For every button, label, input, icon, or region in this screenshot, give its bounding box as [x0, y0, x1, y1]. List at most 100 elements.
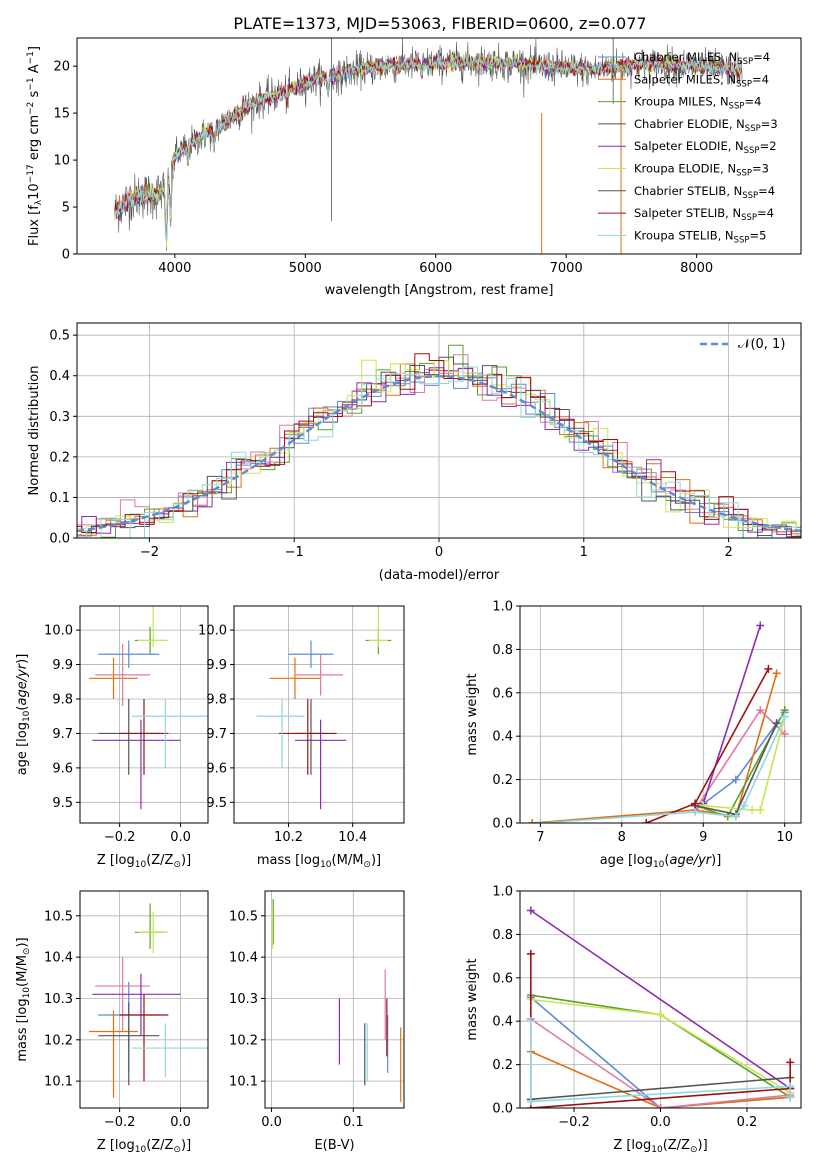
- tick-labels: 0.0 0.1 10.1 10.2 10.3 10.4 10.5: [229, 909, 364, 1130]
- x-axis-label: E(B-V): [314, 1138, 354, 1153]
- y-tick-label: 10.0: [198, 624, 227, 639]
- legend-label: Kroupa ELODIE, NSSP=3: [634, 162, 769, 179]
- weight-marker: [528, 819, 537, 823]
- weight-line: [529, 1021, 792, 1103]
- y-tick-label: 10.4: [44, 951, 73, 966]
- x-tick-label: −2: [140, 545, 159, 560]
- tick-labels: −0.2 0.0 10.1 10.2 10.3 10.4 10.5: [44, 909, 191, 1130]
- y-tick-label: 0.4: [492, 730, 513, 745]
- tick-labels: 4000 5000 6000 7000 8000 0 5 10 15 20: [53, 60, 713, 276]
- x-tick-label: 7: [536, 830, 544, 845]
- y-axis-label: mass weight: [465, 673, 480, 755]
- z-weight-panel: −0.2 0.0 0.2 0.0 0.2 0.4 0.6 0.8 1.0 Z [log10(Z/Z…: [465, 885, 802, 1155]
- axes-frame: [76, 37, 802, 255]
- y-tick-label: 10.3: [44, 992, 73, 1007]
- y-tick-label: 0.8: [492, 643, 513, 658]
- tick-labels: −0.2 0.0 0.2 0.0 0.2 0.4 0.6 0.8 1.0: [492, 885, 757, 1131]
- axes-frame: [79, 605, 209, 824]
- legend-label: Salpeter ELODIE, NSSP=2: [634, 139, 777, 156]
- residuals-legend: 𝒩(0, 1): [700, 337, 785, 352]
- spectrum-legend: Chabrier MILES, NSSP=4 Salpeter MILES, NS…: [598, 50, 778, 245]
- x-axis-label: mass [log10(M/M⊙)]: [257, 853, 381, 870]
- weight-series: [526, 906, 795, 1108]
- y-tick-label: 10.1: [229, 1075, 258, 1090]
- x-tick-label: 2: [724, 545, 732, 560]
- errorbar-c1: [89, 657, 138, 699]
- x-axis-label: Z [log10(Z/Z⊙)]: [97, 853, 191, 870]
- axes-frame: [76, 322, 802, 539]
- y-tick-label: 20: [53, 60, 70, 75]
- z-mass-panel: −0.2 0.0 10.1 10.2 10.3 10.4 10.5 Z [log10(Z/Z⊙…: [15, 890, 209, 1155]
- y-tick-label: 1.0: [492, 600, 513, 615]
- weight-line-c0: [691, 708, 789, 814]
- weight-marker: [780, 712, 789, 721]
- errorbar-points: [89, 606, 208, 810]
- histogram-series: [77, 344, 801, 538]
- weight-marker: [786, 1082, 795, 1091]
- histogram-c7: [77, 353, 801, 537]
- weight-marker: [731, 812, 740, 821]
- weight-marker: [756, 621, 765, 630]
- weight-marker: [780, 730, 789, 739]
- histogram-c1: [77, 363, 801, 536]
- x-tick-label: 0.0: [170, 1115, 191, 1130]
- x-tick-label: −0.2: [104, 1115, 136, 1130]
- y-tick-label: 15: [53, 107, 70, 122]
- weight-marker: [656, 1010, 665, 1019]
- grid-lines: [77, 323, 801, 539]
- x-axis-label: (data-model)/error: [379, 568, 500, 583]
- histogram-c6: [77, 356, 801, 538]
- grid-lines: [520, 605, 801, 824]
- figure-title: PLATE=1373, MJD=53063, FIBERID=0600, z=0…: [233, 14, 646, 33]
- y-tick-label: 10.0: [44, 624, 73, 639]
- errorbar-c7: [119, 699, 169, 775]
- spectrum-panel: 4000 5000 6000 7000 8000 0 5 10 15 20 Chabrier MIL…: [26, 37, 802, 298]
- y-tick-label: 10.4: [229, 951, 258, 966]
- errorbar-c3: [294, 654, 344, 696]
- axes-frame: [79, 890, 209, 1109]
- errorbar-c8: [131, 1023, 208, 1077]
- x-tick-label: 1: [580, 545, 588, 560]
- legend-label: Chabrier STELIB, NSSP=4: [634, 184, 775, 201]
- y-tick-label: 9.5: [52, 796, 73, 811]
- errorbar-c6: [294, 699, 328, 775]
- y-tick-label: 0.4: [492, 1015, 513, 1030]
- y-tick-label: 0.0: [49, 532, 70, 547]
- weight-marker: [731, 775, 740, 784]
- x-tick-label: 8: [618, 830, 626, 845]
- weight-series: [528, 621, 789, 823]
- weight-marker: [642, 819, 651, 823]
- errorbar-c3: [95, 643, 151, 706]
- x-axis-label: Z [log10(Z/Z⊙)]: [97, 1138, 191, 1155]
- errorbar-points: [271, 899, 402, 1102]
- residuals-panel: −2 −1 0 1 2 0.0 0.1 0.2 0.3 0.4 0.5 𝒩(0, 1) (data-mo…: [27, 322, 802, 583]
- x-tick-label: 0.0: [650, 1115, 671, 1130]
- y-tick-label: 9.9: [52, 658, 73, 673]
- weight-line-c7: [642, 664, 773, 823]
- weight-marker: [526, 1017, 535, 1026]
- weight-marker: [536, 819, 545, 823]
- mass-age-panel: 10.2 10.4 9.5 9.6 9.7 9.8 9.9 10.0 mass [log10(M…: [198, 605, 405, 870]
- tick-labels: −0.2 0.0 9.5 9.6 9.7 9.8 9.9 10.0: [44, 624, 191, 845]
- y-tick-label: 0.4: [49, 369, 70, 384]
- weight-marker: [656, 1104, 665, 1108]
- y-tick-label: 9.7: [206, 727, 227, 742]
- x-tick-label: 0.1: [343, 1115, 364, 1130]
- legend-label: Chabrier ELODIE, NSSP=3: [634, 117, 778, 134]
- weight-line-c8: [526, 1017, 795, 1106]
- errorbar-c4: [92, 973, 181, 1036]
- axes-frame: [519, 605, 802, 824]
- tick-labels: 10.2 10.4 9.5 9.6 9.7 9.8 9.9 10.0: [198, 624, 367, 845]
- weight-marker: [772, 669, 781, 678]
- y-tick-label: 9.8: [52, 693, 73, 708]
- age-weight-panel: 7 8 9 10 0.0 0.2 0.4 0.6 0.8 1.0 age [log10(age/yr…: [465, 600, 802, 870]
- x-tick-label: 10.4: [338, 830, 367, 845]
- weight-line: [540, 716, 786, 823]
- y-axis-label: mass [log10(M/M⊙)]: [15, 937, 32, 1061]
- weight-marker: [764, 664, 773, 673]
- y-axis-label: Normed distribution: [27, 366, 42, 496]
- weight-marker: [526, 1097, 535, 1106]
- x-axis-label: wavelength [Angstrom, rest frame]: [325, 283, 554, 298]
- x-tick-label: 8000: [680, 261, 713, 276]
- weight-line: [530, 1076, 791, 1101]
